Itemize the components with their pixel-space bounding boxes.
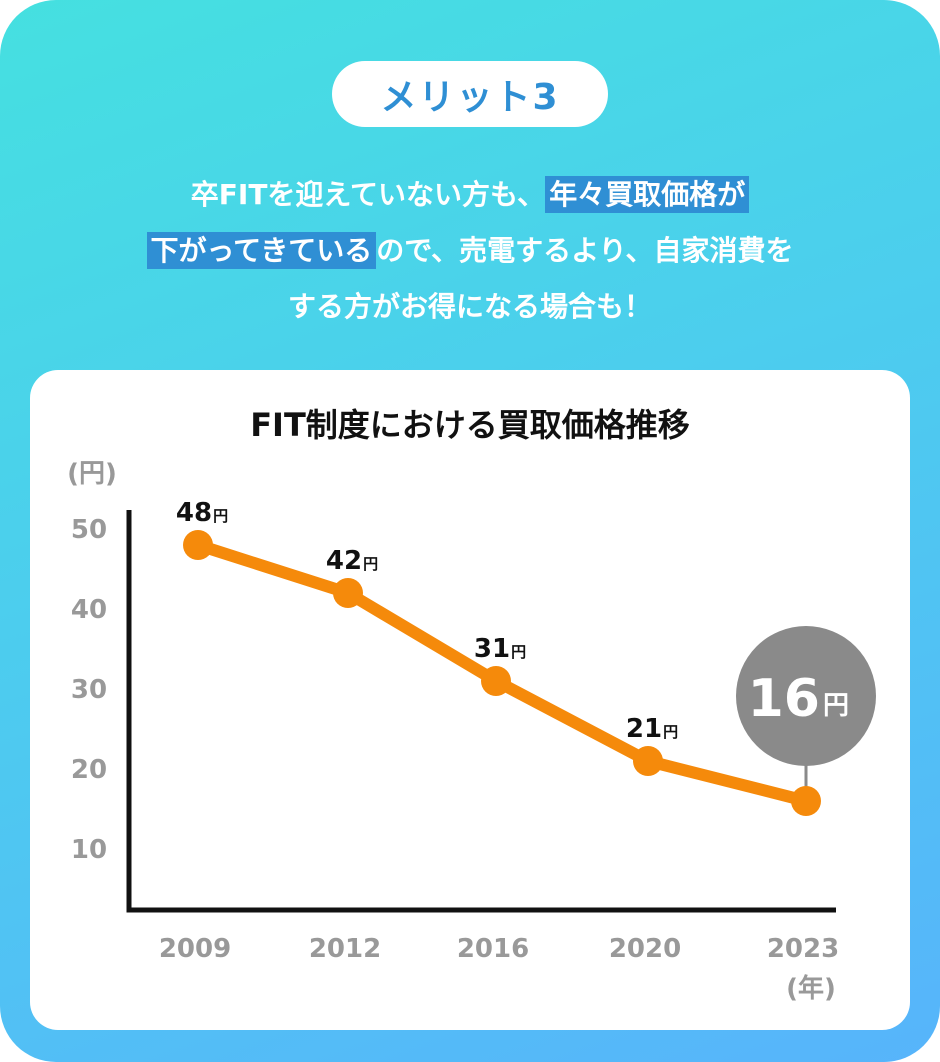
series-line-group bbox=[183, 530, 821, 816]
merit-badge: メリット3 bbox=[332, 61, 608, 127]
x-tick-label-2009: 2009 bbox=[159, 934, 231, 964]
lead-line-3: する方がお得になる場合も！ bbox=[0, 282, 940, 338]
data-label-2016: 31円 bbox=[474, 634, 526, 664]
y-tick-label-10: 10 bbox=[71, 835, 107, 865]
chart-title: FIT制度における買取価格推移 bbox=[250, 406, 690, 444]
y-tick-label-20: 20 bbox=[71, 755, 107, 785]
callout-bubble bbox=[736, 626, 876, 766]
lead-line-2: 下がってきている ので、売電するより、自家消費を bbox=[0, 226, 940, 282]
data-point-2020 bbox=[633, 746, 663, 776]
data-point-2012 bbox=[333, 578, 363, 608]
lead-line-1-text: 卒FITを迎えていない方も、 bbox=[190, 178, 546, 211]
data-point-2016 bbox=[481, 666, 511, 696]
x-tick-label-2020: 2020 bbox=[609, 934, 681, 964]
data-labels: 48円 42円 31円 21円 bbox=[176, 498, 678, 744]
x-tick-label-2016: 2016 bbox=[457, 934, 529, 964]
lead-line-1-highlight: 年々買取価格が bbox=[545, 176, 750, 213]
data-label-2012: 42円 bbox=[326, 546, 378, 576]
highlight-callout: 16 円 bbox=[736, 626, 876, 801]
data-point-2009 bbox=[183, 530, 213, 560]
x-axis-unit-label: (年) bbox=[786, 973, 836, 1004]
lead-line-1: 卒FITを迎えていない方も、 年々買取価格が bbox=[0, 170, 940, 226]
lead-line-2-text: ので、売電するより、自家消費を bbox=[376, 234, 794, 267]
y-tick-label-40: 40 bbox=[71, 595, 107, 625]
callout-value: 16 bbox=[748, 669, 820, 729]
y-tick-label-30: 30 bbox=[71, 675, 107, 705]
data-point-2023 bbox=[791, 786, 821, 816]
lead-line-3-text: する方がお得になる場合も！ bbox=[287, 290, 652, 323]
lead-text: 卒FITを迎えていない方も、 年々買取価格が 下がってきている ので、売電するより、… bbox=[0, 170, 940, 338]
callout-unit: 円 bbox=[823, 691, 849, 721]
x-axis-ticks: 2009 2012 2016 2020 2023 bbox=[159, 934, 839, 964]
x-tick-label-2023: 2023 bbox=[767, 934, 839, 964]
lead-line-2-highlight: 下がってきている bbox=[146, 232, 377, 269]
data-label-2009: 48円 bbox=[176, 498, 228, 528]
y-tick-label-50: 50 bbox=[71, 515, 107, 545]
x-tick-label-2012: 2012 bbox=[309, 934, 381, 964]
y-axis-unit-label: (円) bbox=[67, 459, 117, 489]
y-axis-ticks: 50 40 30 20 10 bbox=[71, 515, 107, 865]
data-label-2020: 21円 bbox=[626, 714, 678, 744]
